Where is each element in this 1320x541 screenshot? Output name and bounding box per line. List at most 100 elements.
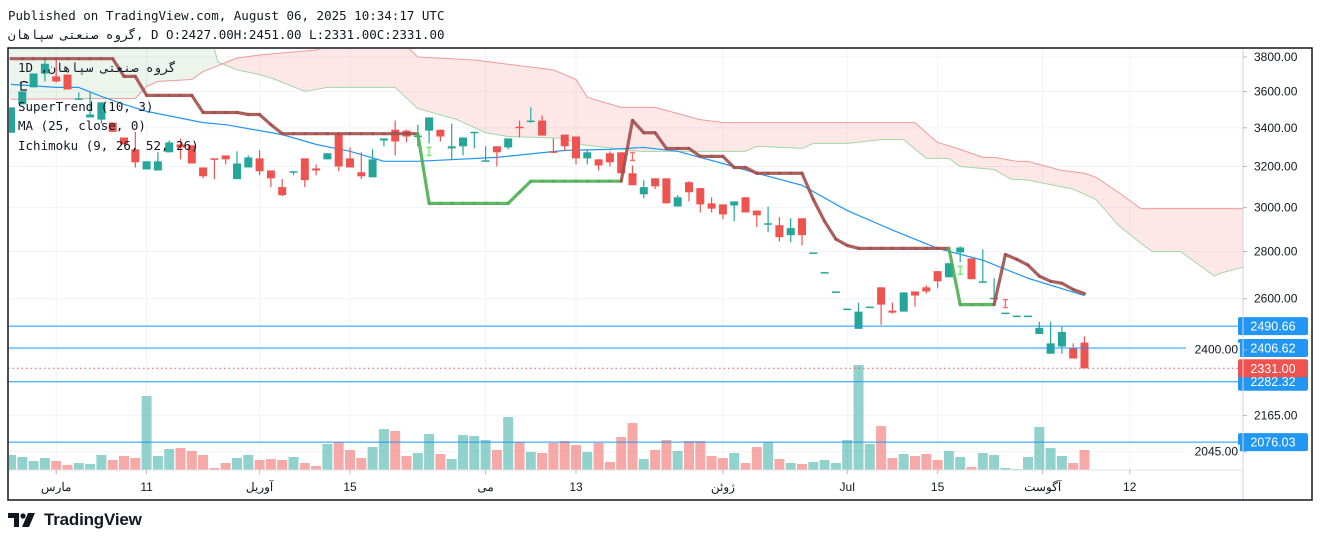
cloud-segment xyxy=(264,54,268,78)
cloud-segment xyxy=(1228,208,1231,272)
candle-body xyxy=(1035,327,1044,334)
candle-body xyxy=(798,218,806,236)
cloud-segment xyxy=(380,49,384,88)
price-lines[interactable]: 2490.66 2406.62 2282.32 2076.03 2331.00 xyxy=(8,317,1308,452)
candle xyxy=(74,92,83,100)
axes: 3800.00 3600.00 3400.00 3200.00 3000.00 2800.… xyxy=(8,48,1298,500)
candle-body xyxy=(628,173,637,186)
cloud-segment xyxy=(1092,176,1096,200)
candle-body xyxy=(1069,347,1078,359)
volume-bar xyxy=(412,453,423,470)
cloud-segment xyxy=(168,49,172,81)
cloud-segment xyxy=(1013,160,1017,180)
cloud-segment xyxy=(682,114,686,152)
cloud-segment xyxy=(411,50,415,106)
cloud-segment xyxy=(493,62,497,135)
cloud-segment xyxy=(581,87,584,145)
cloud-segment xyxy=(485,61,488,134)
cloud-segment xyxy=(657,107,661,152)
cloud-segment xyxy=(151,49,155,85)
cloud-segment xyxy=(705,120,709,152)
cloud-segment xyxy=(1010,160,1014,180)
cloud-segment xyxy=(1030,161,1034,182)
cloud-segment xyxy=(103,49,107,99)
cloud-segment xyxy=(459,59,463,122)
cloud-segment xyxy=(866,122,870,142)
cloud-segment xyxy=(465,59,469,125)
cloud-segment xyxy=(1064,170,1067,188)
cloud-segment xyxy=(993,157,997,171)
candle-body xyxy=(786,228,795,236)
volume-bar xyxy=(1079,450,1090,470)
cloud-segment xyxy=(154,49,158,83)
cloud-segment xyxy=(1081,172,1084,194)
cloud-segment xyxy=(196,49,200,76)
candle xyxy=(278,179,287,197)
candle xyxy=(956,246,965,263)
cloud-segment xyxy=(1171,208,1175,252)
last-price-label[interactable]: 2331.00 xyxy=(1238,359,1308,378)
cloud-segment xyxy=(1239,208,1243,269)
candle xyxy=(696,188,705,213)
price-tick-label: 3800.00 xyxy=(1254,50,1298,64)
cloud-segment xyxy=(431,57,435,114)
supertrend-segment-down xyxy=(619,118,635,183)
price-line-label[interactable]: 2406.62 xyxy=(1238,338,1308,357)
cloud-segment xyxy=(914,122,918,151)
cloud-segment xyxy=(725,122,728,152)
candle xyxy=(210,158,219,180)
candle xyxy=(707,197,716,213)
cloud-segment xyxy=(1174,208,1178,252)
cloud-segment xyxy=(253,55,257,74)
cloud-segment xyxy=(1219,208,1223,274)
price-line-label[interactable]: 2076.03 xyxy=(1238,433,1308,452)
cloud-segment xyxy=(273,53,276,80)
candle-body xyxy=(617,152,626,174)
candle xyxy=(9,107,15,133)
cloud-segment xyxy=(872,122,875,141)
legend-title[interactable]: 1D ,گروه صنعتی سپاهان xyxy=(18,60,176,75)
cloud-segment xyxy=(730,122,734,152)
cloud-segment xyxy=(1052,168,1056,186)
cloud-segment xyxy=(824,122,827,144)
cloud-segment xyxy=(490,62,494,135)
footer-brand[interactable]: TradingView xyxy=(8,510,142,530)
cloud-segment xyxy=(1213,208,1217,276)
cloud-segment xyxy=(174,49,178,81)
volume-bar xyxy=(458,435,468,470)
volume-bar xyxy=(424,434,435,470)
cloud-segment xyxy=(753,122,757,148)
cloud-segment xyxy=(162,49,166,82)
cloud-segment xyxy=(140,49,144,94)
supertrend-segment-up xyxy=(517,179,533,194)
cloud-segment xyxy=(968,152,971,168)
candle-body xyxy=(120,137,128,145)
cloud-segment xyxy=(702,119,706,152)
legend-toggle-icon[interactable] xyxy=(18,80,30,95)
candle-body xyxy=(978,281,987,283)
candle xyxy=(165,140,174,153)
cloud-segment xyxy=(315,49,319,90)
cloud-segment xyxy=(448,58,452,118)
candle-body xyxy=(639,187,648,195)
cloud-segment xyxy=(83,49,87,99)
cloud-segment xyxy=(1002,158,1005,176)
candle xyxy=(153,152,162,171)
legend-ichimoku[interactable]: Ichimoku (9, 26, 52, 26) xyxy=(18,138,199,153)
volume-bar xyxy=(684,441,694,470)
candle xyxy=(131,131,140,168)
candle-body xyxy=(605,153,614,163)
legend-supertrend[interactable]: SuperTrend (10, 3) xyxy=(18,99,154,114)
legend-ma[interactable]: MA (25, close, 0) xyxy=(18,118,146,133)
cloud-segment xyxy=(583,91,587,146)
cloud-segment xyxy=(338,49,341,88)
volume-bar xyxy=(367,447,378,470)
supertrend-line xyxy=(9,57,1087,307)
cloud-segment xyxy=(934,139,938,159)
candle xyxy=(673,195,682,207)
cloud-segment xyxy=(157,49,161,82)
price-line-label[interactable]: 2490.66 xyxy=(1238,317,1308,336)
time-tick-label: 15 xyxy=(931,480,945,494)
cloud-segment xyxy=(134,49,138,99)
